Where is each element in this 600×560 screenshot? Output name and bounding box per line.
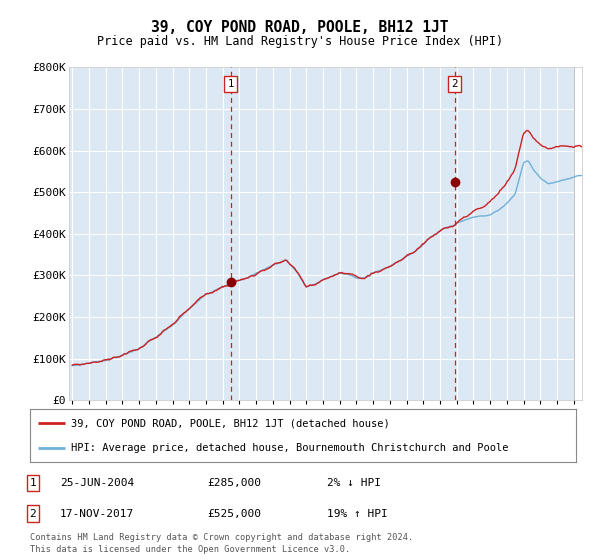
Text: This data is licensed under the Open Government Licence v3.0.: This data is licensed under the Open Gov… [30, 545, 350, 554]
Text: 2% ↓ HPI: 2% ↓ HPI [327, 478, 381, 488]
Text: 2: 2 [451, 79, 458, 89]
Text: 25-JUN-2004: 25-JUN-2004 [60, 478, 134, 488]
Text: £525,000: £525,000 [207, 508, 261, 519]
Text: 17-NOV-2017: 17-NOV-2017 [60, 508, 134, 519]
Text: 1: 1 [227, 79, 234, 89]
Text: Contains HM Land Registry data © Crown copyright and database right 2024.: Contains HM Land Registry data © Crown c… [30, 533, 413, 542]
Text: Price paid vs. HM Land Registry's House Price Index (HPI): Price paid vs. HM Land Registry's House … [97, 35, 503, 48]
Text: HPI: Average price, detached house, Bournemouth Christchurch and Poole: HPI: Average price, detached house, Bour… [71, 442, 508, 452]
Text: 1: 1 [29, 478, 37, 488]
Text: £285,000: £285,000 [207, 478, 261, 488]
Text: 39, COY POND ROAD, POOLE, BH12 1JT: 39, COY POND ROAD, POOLE, BH12 1JT [151, 20, 449, 35]
Text: 19% ↑ HPI: 19% ↑ HPI [327, 508, 388, 519]
Text: 2: 2 [29, 508, 37, 519]
Text: 39, COY POND ROAD, POOLE, BH12 1JT (detached house): 39, COY POND ROAD, POOLE, BH12 1JT (deta… [71, 418, 390, 428]
Polygon shape [574, 67, 582, 400]
